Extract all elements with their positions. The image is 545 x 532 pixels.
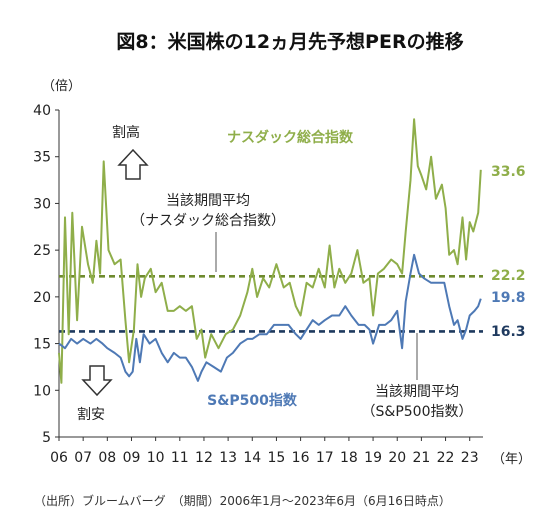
- x-axis-ticks: 06 07 08 09 10 11 12 13 14 15 16 17 18 19 20 21 22 23: [50, 437, 479, 466]
- y-axis-ticks: 5 10 15 20 25 30 35 40: [33, 103, 59, 446]
- y-axis-unit: （倍）: [42, 79, 81, 94]
- x-axis-unit: （年）: [492, 452, 531, 467]
- x-tick-label: 18: [340, 450, 358, 466]
- x-tick-label: 12: [195, 450, 213, 466]
- x-tick-label: 10: [147, 450, 165, 466]
- y-tick-label: 25: [33, 243, 51, 259]
- arrow-up-icon: [117, 148, 149, 180]
- chart-title: 図8：米国株の12ヵ月先予想PERの推移: [116, 30, 463, 53]
- sp500-avg-caption: 当該期間平均: [375, 384, 459, 400]
- x-tick-label: 11: [171, 450, 189, 466]
- x-tick-label: 21: [412, 450, 430, 466]
- x-tick-label: 22: [437, 450, 455, 466]
- nasdaq-end-value: 33.6: [491, 164, 526, 180]
- y-tick-label: 35: [33, 150, 51, 166]
- x-tick-label: 06: [50, 450, 68, 466]
- x-tick-label: 14: [243, 450, 261, 466]
- undervalued-label: 割安: [77, 406, 105, 423]
- y-tick-label: 5: [42, 430, 51, 446]
- average-lines: [59, 275, 483, 333]
- y-tick-label: 20: [33, 290, 51, 306]
- nasdaq-avg-caption: 当該期間平均: [166, 193, 250, 209]
- x-tick-label: 07: [74, 450, 92, 466]
- x-tick-label: 23: [461, 450, 479, 466]
- series-line: [58, 118, 482, 384]
- x-tick-label: 13: [219, 450, 237, 466]
- y-tick-label: 15: [33, 337, 51, 353]
- sp500-series-label: S&P500指数: [207, 392, 298, 409]
- arrow-down-icon: [81, 365, 113, 397]
- x-tick-label: 09: [123, 450, 141, 466]
- sp500-avg-caption-2: （S&P500指数）: [362, 404, 473, 420]
- y-tick-label: 10: [33, 383, 51, 399]
- y-tick-label: 30: [33, 196, 51, 212]
- nasdaq-series-label: ナスダック総合指数: [227, 129, 354, 146]
- x-tick-label: 19: [364, 450, 382, 466]
- x-tick-label: 16: [292, 450, 310, 466]
- x-tick-label: 17: [316, 450, 334, 466]
- sp500-end-value: 19.8: [491, 290, 526, 306]
- series-line: [58, 253, 482, 382]
- series-lines: [58, 118, 482, 384]
- nasdaq-avg-caption-2: （ナスダック総合指数）: [131, 213, 285, 229]
- source-note: （出所）ブルームバーグ （期間）2006年1月～2023年6月（6月16日時点）: [34, 493, 451, 508]
- y-tick-label: 40: [33, 103, 51, 119]
- x-tick-label: 20: [388, 450, 406, 466]
- sp500-avg-value: 16.3: [491, 324, 526, 340]
- overvalued-label: 割高: [112, 124, 140, 141]
- x-tick-label: 15: [268, 450, 286, 466]
- nasdaq-avg-value: 22.2: [491, 268, 526, 284]
- x-tick-label: 08: [98, 450, 116, 466]
- axes: [58, 110, 483, 438]
